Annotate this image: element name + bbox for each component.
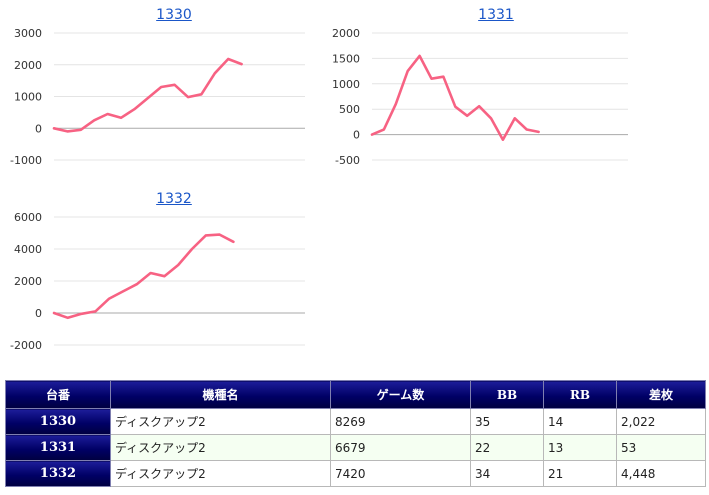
- chart-title-1330[interactable]: 1330: [156, 7, 192, 23]
- chart-1332: -2000 0 2000 4000 6000: [10, 211, 305, 352]
- cell-model-name: ディスクアップ2: [110, 408, 331, 435]
- header-difference: 差枚: [616, 380, 706, 409]
- cell-difference: 2,022: [616, 408, 706, 435]
- chart-1331: -500 0 500 1000 1500 2000: [332, 27, 628, 167]
- y-tick-label: 3000: [14, 27, 42, 40]
- cell-machine-number: 1331: [5, 434, 111, 461]
- cell-bb: 22: [470, 434, 544, 461]
- chart-title-1332[interactable]: 1332: [156, 191, 192, 207]
- series-line: [52, 233, 235, 320]
- cell-model-name: ディスクアップ2: [110, 460, 331, 487]
- series-line: [52, 57, 243, 133]
- cell-difference: 53: [616, 434, 706, 461]
- y-tick-label: 2000: [332, 27, 360, 40]
- charts-area: -10000100020003000-5000500100015002000-2…: [10, 27, 628, 352]
- y-tick-label: 0: [35, 122, 42, 135]
- chart-1330: -1000 0 1000 2000 3000: [10, 27, 305, 167]
- table-row: 1332 ディスクアップ2 7420 34 21 4,448: [5, 460, 706, 487]
- cell-rb: 21: [543, 460, 617, 487]
- y-tick-label: -2000: [10, 339, 42, 352]
- chart-title-1331[interactable]: 1331: [478, 7, 514, 23]
- table-row: 1330 ディスクアップ2 8269 35 14 2,022: [5, 408, 706, 435]
- header-machine-number: 台番: [5, 380, 111, 409]
- cell-game-count: 7420: [330, 460, 471, 487]
- table-row: 1331 ディスクアップ2 6679 22 13 53: [5, 434, 706, 461]
- y-tick-label: 2000: [14, 59, 42, 72]
- y-tick-label: 500: [339, 103, 360, 116]
- y-tick-label: -1000: [10, 154, 42, 167]
- cell-difference: 4,448: [616, 460, 706, 487]
- cell-model-name: ディスクアップ2: [110, 434, 331, 461]
- header-model-name: 機種名: [110, 380, 331, 409]
- header-game-count: ゲーム数: [330, 380, 471, 409]
- y-tick-label: -500: [335, 154, 360, 167]
- cell-game-count: 6679: [330, 434, 471, 461]
- series-line: [370, 54, 540, 141]
- y-tick-label: 0: [353, 129, 360, 142]
- cell-game-count: 8269: [330, 408, 471, 435]
- machine-data-table: 台番 機種名 ゲーム数 BB RB 差枚 1330 ディスクアップ2 8269 …: [5, 380, 706, 487]
- header-rb: RB: [543, 380, 617, 409]
- y-tick-label: 4000: [14, 243, 42, 256]
- cell-machine-number: 1330: [5, 408, 111, 435]
- cell-bb: 34: [470, 460, 544, 487]
- cell-rb: 13: [543, 434, 617, 461]
- y-tick-label: 1000: [332, 78, 360, 91]
- table-header-row: 台番 機種名 ゲーム数 BB RB 差枚: [5, 380, 706, 409]
- y-tick-label: 2000: [14, 275, 42, 288]
- y-tick-label: 1000: [14, 91, 42, 104]
- cell-rb: 14: [543, 408, 617, 435]
- header-bb: BB: [470, 380, 544, 409]
- y-tick-label: 0: [35, 307, 42, 320]
- y-tick-label: 6000: [14, 211, 42, 224]
- cell-machine-number: 1332: [5, 460, 111, 487]
- cell-bb: 35: [470, 408, 544, 435]
- y-tick-label: 1500: [332, 52, 360, 65]
